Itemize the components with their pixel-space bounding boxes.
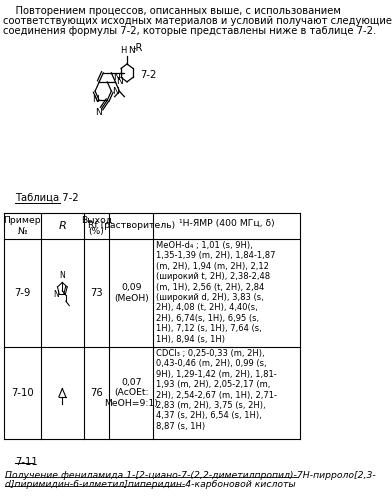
- Text: N: N: [95, 108, 102, 117]
- Text: соединения формулы 7-2, которые представлены ниже в таблице 7-2.: соединения формулы 7-2, которые представ…: [3, 26, 376, 36]
- Text: Таблица 7-2: Таблица 7-2: [16, 193, 79, 203]
- Text: 0,09
(MeOH): 0,09 (MeOH): [114, 284, 149, 302]
- Text: 0,07
(AcOEt:
MeOH=9:1): 0,07 (AcOEt: MeOH=9:1): [104, 378, 158, 408]
- Text: соответствующих исходных материалов и условий получают следующие: соответствующих исходных материалов и ус…: [3, 16, 392, 26]
- Text: d]пиримидин-6-илметил]пиперидин-4-карбоновой кислоты: d]пиримидин-6-илметил]пиперидин-4-карбон…: [5, 480, 296, 489]
- Text: 7-11: 7-11: [16, 457, 38, 467]
- Text: N: N: [114, 73, 120, 82]
- Text: N: N: [92, 94, 98, 104]
- Text: 76: 76: [90, 388, 103, 398]
- Text: 7-9: 7-9: [14, 288, 31, 298]
- Text: CDCl₃ ; 0,25-0,33 (m, 2H),
0,43-0,46 (m, 2H), 0,99 (s,
9H), 1,29-1,42 (m, 2H), 1: CDCl₃ ; 0,25-0,33 (m, 2H), 0,43-0,46 (m,…: [156, 349, 277, 431]
- Text: R: R: [58, 221, 66, 231]
- Text: ¹H-ЯМР (400 МГц, δ): ¹H-ЯМР (400 МГц, δ): [179, 218, 274, 228]
- Text: N: N: [116, 76, 123, 86]
- Text: N: N: [128, 46, 134, 54]
- Text: MeOH-d₄ ; 1,01 (s, 9H),
1,35-1,39 (m, 2H), 1,84-1,87
(m, 2H), 1,94 (m, 2H), 2,12: MeOH-d₄ ; 1,01 (s, 9H), 1,35-1,39 (m, 2H…: [156, 241, 275, 344]
- Text: N: N: [53, 290, 58, 299]
- Text: 7-2: 7-2: [140, 70, 156, 80]
- Text: -R: -R: [132, 42, 143, 52]
- Text: 73: 73: [90, 288, 103, 298]
- Text: Получение фениламида 1-[2-циано-7-(2,2-диметилпропил)-7H-пирроло[2,3-: Получение фениламида 1-[2-циано-7-(2,2-д…: [5, 471, 376, 480]
- Text: N: N: [60, 272, 65, 280]
- Text: N: N: [112, 86, 119, 96]
- Text: Выход
(%): Выход (%): [81, 216, 112, 236]
- Text: 7-10: 7-10: [11, 388, 34, 398]
- Text: H: H: [120, 46, 126, 54]
- Text: Повторением процессов, описанных выше, с использованием: Повторением процессов, описанных выше, с…: [3, 6, 341, 16]
- Text: Пример
№: Пример №: [4, 216, 41, 236]
- Text: Rf (растворитель): Rf (растворитель): [87, 222, 175, 230]
